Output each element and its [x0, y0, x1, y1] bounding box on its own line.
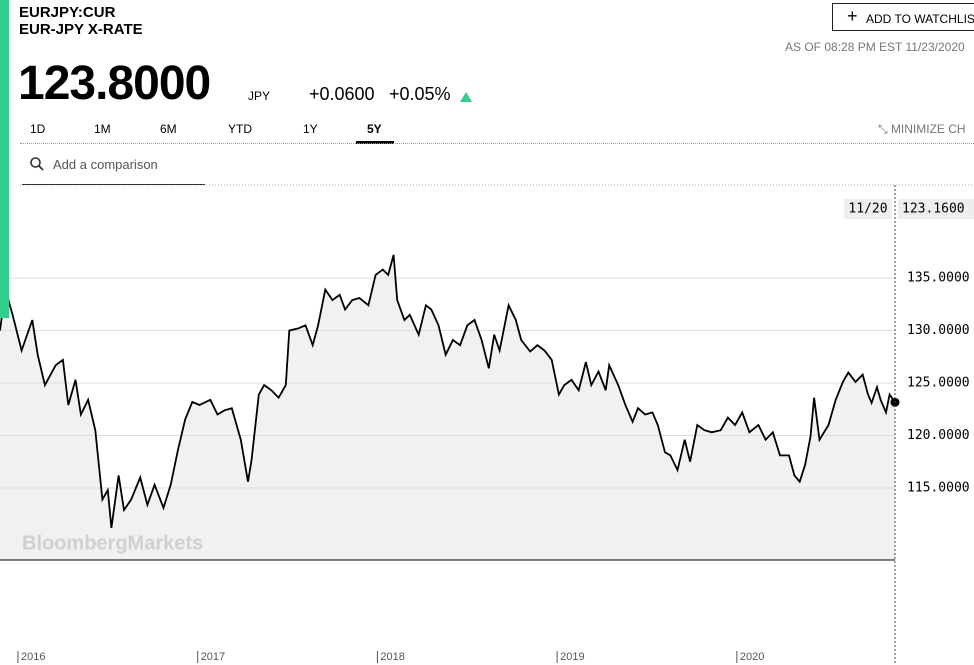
range-button[interactable]: 5Y: [367, 122, 382, 136]
change: +0.0600: [309, 84, 375, 104]
minimize[interactable]: ⤡ MINIMIZE CH: [878, 122, 966, 136]
crosshair-date: 11/20: [848, 202, 887, 217]
watchlist-button[interactable]: + ADD TO WATCHLIS: [832, 3, 974, 31]
range-button[interactable]: 1M: [94, 122, 111, 136]
divider: [20, 143, 974, 144]
range-button[interactable]: 1D: [30, 122, 46, 136]
x-tick-label: 2019: [560, 651, 584, 663]
y-tick-label: 125.0000: [907, 375, 970, 390]
crosshair-price: 123.1600: [902, 202, 965, 217]
plus-icon: +: [847, 6, 858, 26]
x-tick-label: 2018: [380, 651, 404, 663]
y-tick-label: 115.0000: [907, 480, 970, 495]
price-line: [0, 254, 896, 529]
x-tick-label: 2020: [740, 651, 764, 663]
x-tick-label: 2017: [201, 651, 225, 663]
y-tick-label: 120.0000: [907, 428, 970, 443]
as-of: AS OF 08:28 PM EST 11/23/2020: [785, 40, 965, 54]
y-tick-label: 135.0000: [907, 271, 970, 286]
price: 123.8000: [18, 57, 211, 110]
range-button[interactable]: YTD: [228, 122, 252, 136]
range-button[interactable]: 6M: [160, 122, 177, 136]
x-tick-label: 2016: [21, 651, 45, 663]
ticker: EURJPY:CUR: [19, 4, 116, 21]
crosshair-date-box: [844, 199, 892, 219]
watermark: BloombergMarkets: [22, 532, 203, 554]
comparison-placeholder: Add a comparison: [53, 157, 158, 172]
y-tick-label: 130.0000: [907, 323, 970, 338]
area-fill: [0, 254, 895, 560]
search-icon: [30, 157, 44, 171]
crosshair-price-box: [898, 199, 974, 219]
up-arrow: [460, 92, 472, 102]
minimize-label: MINIMIZE CH: [890, 122, 966, 136]
currency: JPY: [248, 89, 271, 103]
comparison-input[interactable]: Add a comparison: [22, 148, 205, 185]
accent-bar: [0, 0, 9, 318]
watchlist-label: ADD TO WATCHLIS: [866, 12, 974, 26]
change-percent: +0.05%: [389, 84, 451, 104]
active-underline: [356, 141, 394, 144]
instrument-name: EUR-JPY X-RATE: [19, 21, 143, 38]
range-button[interactable]: 1Y: [303, 122, 318, 136]
